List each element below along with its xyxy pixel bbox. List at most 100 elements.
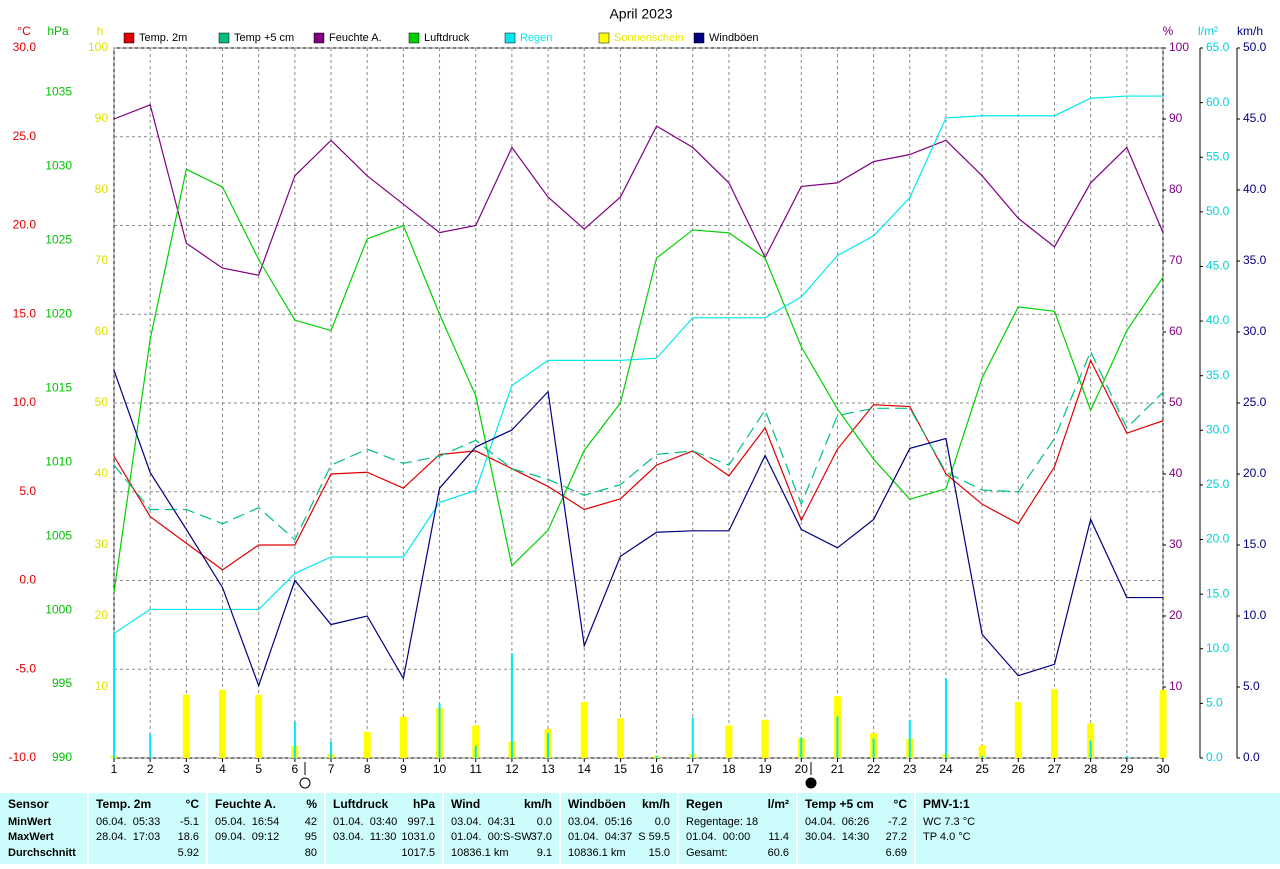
rain-bar: [691, 717, 694, 758]
y-tick-label: 50.0: [1206, 204, 1230, 218]
cell-text: 10836.1 km: [451, 847, 508, 859]
column-title: Temp +5 cm: [805, 797, 874, 811]
column-title: Wind: [451, 797, 480, 811]
y-tick-label: 20.0: [1206, 532, 1230, 546]
y-tick-label: 10: [1169, 679, 1183, 693]
cell-value: S 59.5: [638, 831, 670, 843]
rain-bar: [1125, 755, 1128, 758]
series-line: [113, 103, 1164, 276]
y-tick-label: 995: [52, 676, 72, 690]
y-tick-label: 5.0: [19, 484, 36, 498]
y-tick-label: 10.0: [13, 395, 37, 409]
y-tick-label: 40: [1169, 466, 1183, 480]
x-tick-label: 20: [795, 762, 809, 776]
legend-swatch: [598, 32, 610, 44]
y-tick-label: 1035: [45, 85, 72, 99]
column-title: Luftdruck: [333, 797, 389, 811]
column-unit: hPa: [413, 797, 435, 811]
rain-bar: [149, 733, 152, 758]
cell-value: 27.2: [886, 831, 907, 843]
y-tick-label: 1010: [45, 454, 72, 468]
y-tick-label: 15.0: [1243, 537, 1267, 551]
cell-value: 80: [305, 847, 317, 859]
new-moon: [805, 777, 817, 789]
sun-bar: [363, 731, 371, 758]
x-tick-label: 7: [328, 762, 335, 776]
column-unit: °C: [186, 797, 200, 811]
y-tick-label: -5.0: [15, 661, 36, 675]
y-tick-label: 35.0: [1243, 253, 1267, 267]
y-tick-label: 40.0: [1206, 313, 1230, 327]
cell-text: 01.04. 04:37: [568, 831, 632, 843]
sun-bar: [1159, 689, 1167, 758]
y-tick-label: 20: [95, 608, 109, 622]
column-unit: l/m²: [768, 797, 789, 811]
sun-bar: [978, 745, 986, 758]
cell-text: MaxWert: [8, 831, 54, 843]
y-tick-label: 65.0: [1206, 40, 1230, 54]
legend-label: Feuchte A.: [329, 32, 382, 44]
cell-text: MinWert: [8, 816, 52, 828]
axis-unit: km/h: [1237, 24, 1263, 38]
y-tick-label: 1025: [45, 232, 72, 246]
axis-unit: %: [1163, 24, 1174, 38]
sun-bar: [1050, 689, 1058, 758]
rain-bar: [908, 719, 911, 758]
cell-value: 0.0: [655, 816, 670, 828]
series-line: [113, 350, 1164, 541]
summary-table: [0, 793, 1280, 864]
y-tick-label: 80: [1169, 182, 1183, 196]
rain-bar: [293, 721, 296, 758]
x-tick-label: 3: [183, 762, 190, 776]
cell-text: WC 7.3 °C: [923, 816, 975, 828]
y-tick-label: 15.0: [1206, 586, 1230, 600]
y-tick-label: 20.0: [13, 218, 37, 232]
column-unit: km/h: [642, 797, 670, 811]
cell-text: 30.04. 14:30: [805, 831, 869, 843]
cell-text: 06.04. 05:33: [96, 816, 160, 828]
column-title: Feuchte A.: [215, 797, 276, 811]
y-tick-label: 50: [95, 395, 109, 409]
rain-bar: [330, 741, 333, 758]
rain-bar: [944, 678, 947, 758]
y-tick-label: 55.0: [1206, 149, 1230, 163]
x-tick-label: 25: [975, 762, 989, 776]
sun-bar: [616, 718, 624, 758]
y-tick-label: 70: [1169, 253, 1183, 267]
legend-label: Temp +5 cm: [234, 32, 294, 44]
y-tick-label: 990: [52, 750, 72, 764]
legend-swatch: [313, 32, 325, 44]
cell-value: 95: [305, 831, 317, 843]
rain-bar: [113, 633, 115, 758]
legend-label: Temp. 2m: [139, 32, 187, 44]
legend-swatch: [504, 32, 516, 44]
column-title: Windböen: [568, 797, 626, 811]
y-tick-label: 45.0: [1243, 111, 1267, 125]
cell-value: 0.0: [537, 816, 552, 828]
legend-swatch: [408, 32, 420, 44]
column-title: PMV-1:1: [923, 797, 970, 811]
cell-value: 1031.0: [401, 831, 435, 843]
y-tick-label: 30.0: [1206, 422, 1230, 436]
y-tick-label: 1030: [45, 159, 72, 173]
x-tick-label: 10: [433, 762, 447, 776]
column-unit: km/h: [524, 797, 552, 811]
column-title: Sensor: [8, 797, 49, 811]
legend-label: Windböen: [709, 32, 759, 44]
rain-bar: [836, 716, 839, 758]
legend-swatch: [218, 32, 230, 44]
legend-label: Regen: [520, 32, 552, 44]
y-tick-label: 1000: [45, 602, 72, 616]
cell-text: 01.04. 00:S-SW: [451, 831, 532, 843]
sun-bar: [399, 716, 407, 758]
x-tick-label: 18: [722, 762, 736, 776]
cell-value: 1017.5: [401, 847, 435, 859]
y-tick-label: 25.0: [13, 129, 37, 143]
y-tick-label: 100: [1169, 40, 1189, 54]
y-tick-label: 35.0: [1206, 368, 1230, 382]
cell-text: 05.04. 16:54: [215, 816, 279, 828]
sun-bar: [1014, 701, 1022, 758]
cell-value: 997.1: [407, 816, 435, 828]
x-tick-label: 13: [541, 762, 555, 776]
